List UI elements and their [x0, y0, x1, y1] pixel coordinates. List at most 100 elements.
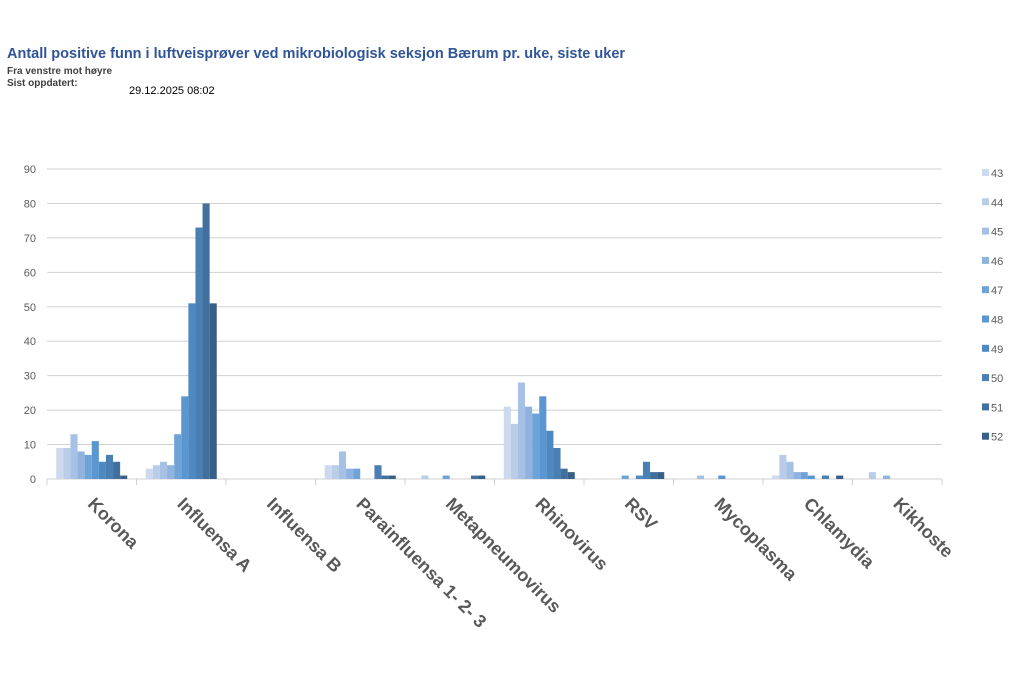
bar-44-0	[63, 448, 71, 479]
bar-52-5	[567, 472, 575, 479]
bar-47-8	[800, 472, 808, 479]
bar-51-1	[202, 203, 210, 479]
bar-47-1	[174, 434, 182, 479]
legend-label: 46	[991, 256, 1003, 268]
bar-44-5	[510, 423, 518, 479]
bar-50-3	[374, 465, 382, 479]
bar-49-1	[188, 303, 196, 479]
bar-45-8	[786, 461, 794, 479]
bar-43-8	[772, 475, 780, 479]
y-tick-label: 70	[24, 233, 36, 245]
legend-swatch-43	[982, 169, 989, 176]
bar-44-9	[868, 472, 876, 479]
x-category-label: Kikhoste	[889, 494, 957, 562]
x-category-label: RSV	[621, 494, 661, 534]
chart-subtitle: Fra venstre mot høyre	[7, 66, 113, 77]
y-tick-label: 80	[24, 198, 36, 210]
bar-45-1	[159, 461, 168, 479]
legend-label: 43	[991, 168, 1003, 180]
y-tick-label: 90	[24, 164, 36, 176]
bar-52-0	[120, 475, 128, 479]
bar-49-6	[635, 475, 643, 479]
legend-label: 45	[991, 227, 1003, 239]
legend-swatch-44	[982, 198, 989, 206]
bar-50-8	[821, 475, 830, 479]
legend-swatch-47	[982, 286, 989, 294]
bar-47-0	[84, 454, 92, 479]
bar-52-3	[388, 475, 396, 479]
x-category-label: Mycoplasma	[710, 494, 801, 585]
updated-label: Sist oppdatert:	[7, 78, 78, 89]
bar-49-0	[98, 461, 106, 479]
legend-label: 47	[991, 285, 1003, 297]
bar-48-0	[91, 441, 99, 479]
bar-44-3	[331, 465, 339, 479]
x-category-label: Korona	[84, 494, 143, 553]
bar-44-8	[779, 454, 787, 479]
bar-50-1	[195, 227, 203, 479]
chart-title: Antall positive funn i luftveisprøver ve…	[7, 46, 626, 62]
bar-46-5	[525, 406, 533, 479]
legend-swatch-51	[982, 403, 989, 411]
bar-47-4	[442, 475, 450, 479]
legend-swatch-48	[982, 315, 989, 323]
bar-45-0	[70, 434, 78, 479]
legend-swatch-45	[982, 227, 989, 235]
bar-43-1	[145, 468, 153, 479]
legend-swatch-46	[982, 256, 989, 264]
bar-47-3	[353, 468, 361, 479]
updated-value: 29.12.2025 08:02	[129, 85, 215, 97]
bar-52-8	[836, 475, 844, 479]
bar-51-6	[650, 472, 658, 479]
legend-label: 52	[991, 432, 1003, 444]
bar-46-9	[883, 475, 891, 479]
bar-51-3	[381, 475, 389, 479]
bar-48-7	[718, 475, 726, 479]
y-tick-label: 50	[24, 302, 36, 314]
legend-label: 48	[991, 315, 1003, 327]
y-tick-label: 30	[24, 371, 36, 383]
bar-45-5	[517, 382, 526, 479]
legend-label: 50	[991, 373, 1003, 385]
legend-swatch-49	[982, 344, 989, 352]
y-tick-label: 60	[24, 267, 36, 279]
bar-46-8	[793, 472, 801, 479]
bar-46-3	[346, 468, 354, 479]
bar-52-1	[209, 303, 217, 479]
y-tick-label: 40	[24, 336, 36, 348]
bar-51-4	[471, 475, 479, 479]
legend-label: 44	[991, 197, 1003, 209]
bar-48-5	[539, 396, 547, 479]
bar-44-4	[421, 475, 429, 479]
bar-50-6	[642, 461, 651, 479]
bar-50-0	[105, 454, 114, 479]
bar-48-1	[181, 396, 189, 479]
bar-50-5	[553, 448, 561, 479]
bar-43-3	[324, 465, 332, 479]
bar-45-3	[338, 451, 347, 479]
bar-44-1	[152, 465, 160, 479]
bar-49-5	[546, 430, 554, 479]
bar-46-0	[77, 451, 85, 479]
bar-48-8	[807, 475, 815, 479]
bar-43-5	[503, 406, 511, 479]
bar-51-5	[560, 468, 568, 479]
bar-47-5	[532, 413, 540, 479]
bar-45-7	[696, 475, 705, 479]
legend-label: 49	[991, 344, 1003, 356]
bar-52-4	[478, 475, 486, 479]
x-category-label: Rhinovirus	[531, 494, 612, 575]
bar-51-0	[113, 461, 121, 479]
legend-swatch-52	[982, 432, 989, 440]
y-tick-label: 0	[30, 474, 36, 486]
x-category-label: Chlamydia	[800, 494, 879, 573]
legend-swatch-50	[982, 374, 989, 382]
bar-52-6	[657, 472, 665, 479]
bar-47-6	[621, 475, 629, 479]
x-category-label: Influensa B	[263, 494, 346, 577]
legend-label: 51	[991, 402, 1003, 414]
y-tick-label: 20	[24, 405, 36, 417]
bar-46-1	[167, 465, 175, 479]
